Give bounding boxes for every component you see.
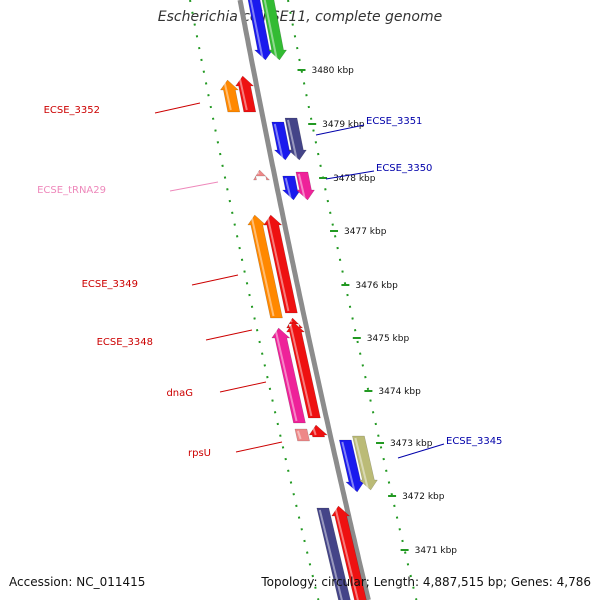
gene-arrow [294,428,310,442]
gene-label: ECSE_3351 [366,116,422,127]
gene-arrow [247,0,274,61]
tick-label: 3475 kbp [367,334,410,344]
gene-arrow [253,169,271,181]
gene-label: ECSE_3350 [376,163,432,174]
tick-label: 3478 kbp [333,174,376,184]
gene-features [219,0,378,600]
gene-arrow [308,424,328,438]
gene-arrow [271,121,293,161]
gene-arrow-highlight [312,426,317,436]
label-leader-line [154,102,201,114]
gene-label: rpsU [188,448,211,459]
label-leader-line [205,329,253,341]
accession-text: Accession: NC_011415 [9,575,146,589]
gene-arrow-highlight [256,171,260,175]
gene-arrow [219,79,241,113]
gene-labels: ECSE_3352 ECSE_tRNA29 ECSE_3349 ECSE_3348dn… [37,102,502,459]
gene-label: ECSE_3348 [97,337,153,348]
gene-arrow-highlight [289,319,293,323]
gene-arrow [261,0,288,61]
gene-arrow-highlight [354,437,369,489]
gene-arrow-highlight [287,119,298,159]
ruler-line-outer [287,0,418,600]
gene-arrow-highlight [318,509,343,600]
genome-backbone [237,0,371,600]
gene-arrow-highlight [263,0,278,59]
gene-arrow-highlight [341,441,356,491]
scale-ticks: 3480 kbp 3479 kbp 3478 kbp 3477 kbp 3476 kbp… [297,66,457,556]
label-leader-line [169,181,219,192]
gene-arrow-highlight [273,123,284,159]
gene-arrow-highlight [250,216,275,317]
label-leader-line [219,381,267,393]
gene-arrow [271,327,306,424]
gene-arrow-highlight [334,507,359,600]
gene-arrow [235,75,257,113]
gene-arrow [281,175,301,201]
label-leader-line [325,170,375,180]
gene-arrow-highlight [296,430,302,440]
gene-arrow [352,435,378,491]
gene-arrow-highlight [289,323,313,417]
tick-label: 3477 kbp [344,227,387,237]
gene-label: ECSE_3352 [44,105,100,116]
gene-arrow [295,171,315,201]
tick-label: 3480 kbp [311,66,354,76]
tick-label: 3474 kbp [378,387,421,397]
gene-arrow-highlight [249,0,264,59]
backbone-line [237,0,371,600]
gene-arrow [316,507,351,600]
gene-label: dnaG [166,388,193,399]
gene-label: ECSE_3349 [82,279,138,290]
gene-arrow-highlight [297,173,306,199]
gene-arrow [263,214,298,314]
tick-label: 3473 kbp [390,439,433,449]
gene-arrow [331,505,367,600]
label-leader-line [235,441,283,453]
gene-arrow [284,117,307,161]
gene-arrow [286,321,321,419]
gene-arrow-highlight [284,177,292,199]
label-leader-line [315,124,365,136]
gene-arrow [338,439,365,493]
gene-arrow-highlight [238,77,248,111]
map-title: Escherichia coli SE11, complete genome [157,9,443,25]
gene-arrow-highlight [274,329,298,422]
gene-label: ECSE_tRNA29 [37,185,106,196]
tick-label: 3479 kbp [322,120,365,130]
tick-label: 3472 kbp [402,492,445,502]
gene-label: ECSE_3345 [446,436,502,447]
gene-arrow-highlight [266,216,290,312]
gene-arrow-highlight [223,81,232,111]
tick-label: 3476 kbp [355,281,398,291]
tick-label: 3471 kbp [415,546,458,556]
label-leader-line [191,274,239,286]
label-leader-line [397,443,445,459]
genome-summary-text: Topology: circular; Length: 4,887,515 bp… [261,575,591,589]
